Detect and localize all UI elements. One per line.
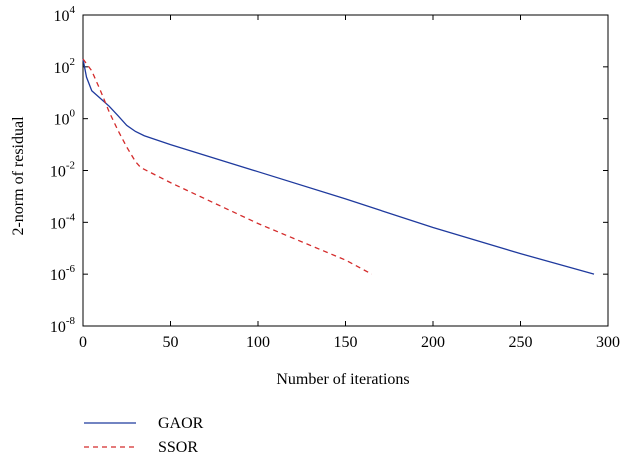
x-tick-label: 300 (596, 334, 620, 351)
plot-frame (82, 14, 609, 327)
legend-label-gaor: GAOR (158, 415, 204, 432)
y-tick-label: 10-8 (50, 315, 76, 336)
plot-area: 0 50 100 150 200 250 300 10-8 10-6 10-4 10-2 100 102… (50, 4, 620, 351)
legend-label-ssor: SSOR (158, 439, 198, 456)
x-tick-label: 150 (334, 334, 358, 351)
legend: GAOR SSOR (84, 415, 204, 456)
x-tick-label: 0 (79, 334, 87, 351)
y-tick-label: 10-6 (50, 263, 76, 284)
y-tick-label: 104 (54, 4, 76, 25)
series-line-gaor (82, 58, 595, 275)
series-line-ssor (82, 58, 373, 275)
y-tick-label: 102 (54, 56, 76, 77)
x-axis-label: Number of iterations (276, 371, 409, 388)
x-tick-label: 100 (246, 334, 270, 351)
y-tick-label: 100 (54, 108, 76, 129)
y-tick-label: 10-2 (50, 160, 75, 181)
y-tick-label: 10-4 (50, 211, 76, 232)
x-tick-label: 50 (163, 334, 179, 351)
x-tick-label: 200 (421, 334, 445, 351)
x-tick-label: 250 (509, 334, 533, 351)
y-axis-label: 2-norm of residual (10, 116, 27, 236)
